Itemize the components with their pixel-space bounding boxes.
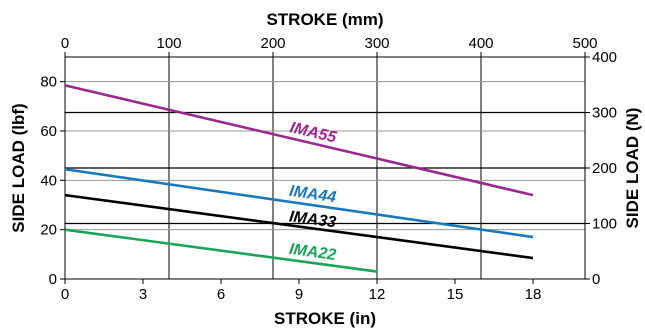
bottom-tick-label-3: 9 [295,286,303,303]
top-tick-label-0: 0 [61,35,69,52]
left-tick-label-2: 40 [40,172,57,189]
right-tick-label-1: 100 [592,216,617,233]
bottom-tick-label-5: 15 [447,286,464,303]
top-tick-label-1: 100 [156,35,181,52]
bottom-tick-label-6: 18 [525,286,542,303]
right-tick-label-3: 300 [592,105,617,122]
bottom-tick-label-1: 3 [139,286,147,303]
top-tick-label-3: 300 [364,35,389,52]
series-line-ima55 [64,84,534,197]
top-tick-label-4: 400 [468,35,493,52]
top-axis-title: STROKE (mm) [266,10,383,29]
top-tick-label-5: 500 [572,35,597,52]
top-tick-label-2: 200 [260,35,285,52]
series-line-ima22 [64,228,378,273]
bottom-tick-label-0: 0 [61,286,69,303]
series-label-ima33: IMA33 [288,208,337,231]
right-axis-title: SIDE LOAD (N) [623,108,642,229]
left-tick-label-4: 80 [40,74,57,91]
bottom-axis-title: STROKE (in) [274,309,376,328]
right-tick-label-2: 200 [592,160,617,177]
series-line-ima33 [64,193,534,260]
series-label-ima22: IMA22 [288,241,337,264]
left-axis-title: SIDE LOAD (lbf) [9,103,28,232]
series-lines [64,84,534,273]
bottom-tick-label-4: 12 [369,286,386,303]
left-tick-label-0: 0 [49,271,57,288]
left-tick-label-3: 60 [40,123,57,140]
series-line-ima44 [64,167,534,239]
right-tick-label-0: 0 [592,271,600,288]
right-tick-label-4: 400 [592,49,617,66]
left-tick-label-1: 20 [40,222,57,239]
series-label-ima44: IMA44 [288,183,337,207]
bottom-tick-label-2: 6 [217,286,225,303]
